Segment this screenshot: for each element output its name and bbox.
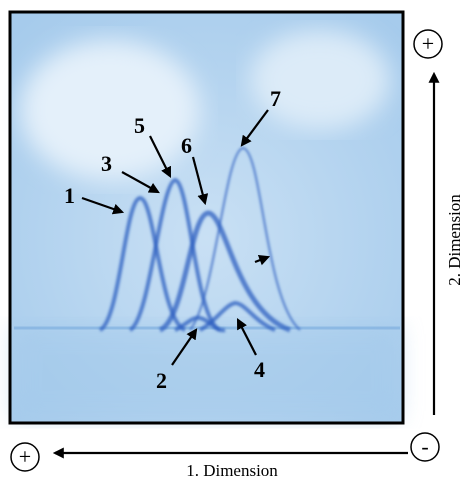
pole-label: + [422,31,434,56]
axis-label: 1. Dimension [186,461,278,480]
pole-label: - [421,434,428,459]
axis-label: 2. Dimension [445,194,462,286]
spot-label: 2 [156,368,167,393]
second-dimension-axis: + 2. Dimension [414,30,462,415]
pole-label: + [19,444,31,469]
figure: 1 3 5 6 7 2 4 + 2. Dimension + - 1. Dime… [0,0,462,482]
spot-label: 4 [254,357,265,382]
spot-label: 1 [64,183,75,208]
gel-image [10,12,403,423]
spot-label: 6 [181,133,192,158]
first-dimension-axis: + - 1. Dimension [11,433,439,480]
spot-label: 5 [134,113,145,138]
spot-label: 3 [101,151,112,176]
spot-label: 7 [270,86,281,111]
